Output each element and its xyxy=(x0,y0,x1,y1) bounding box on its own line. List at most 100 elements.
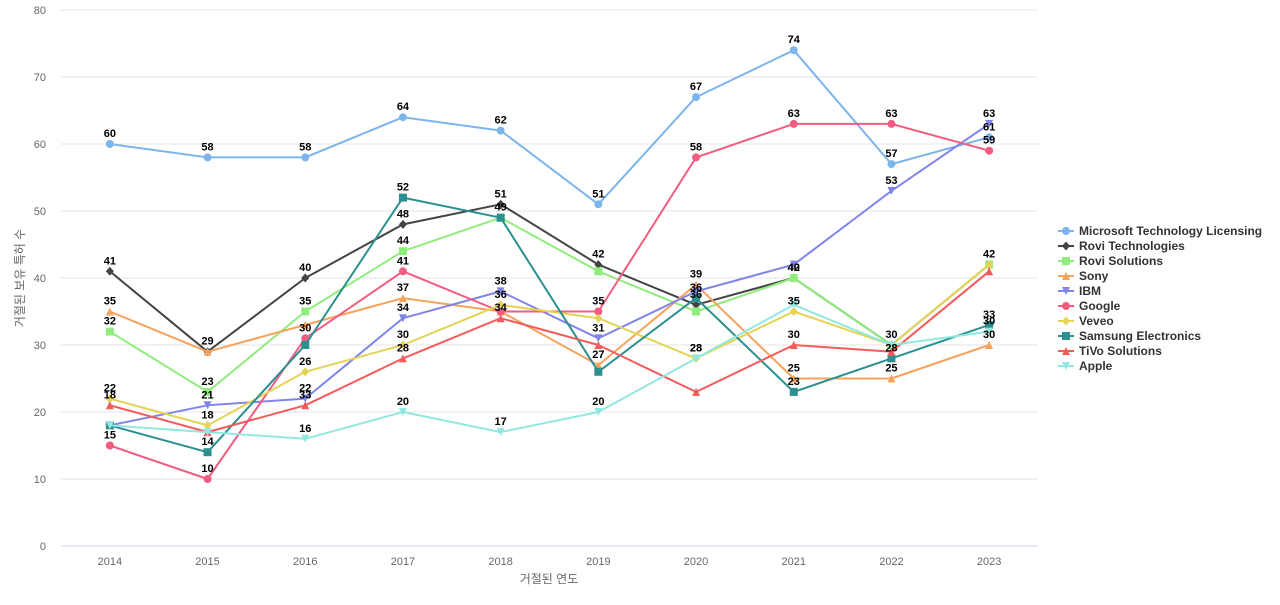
data-point xyxy=(203,428,212,437)
data-point xyxy=(594,367,603,376)
data-label: 20 xyxy=(592,396,604,408)
data-point xyxy=(692,387,701,396)
data-point xyxy=(594,313,603,323)
data-point xyxy=(301,434,310,443)
data-point xyxy=(301,394,310,403)
series-tivo-solutions xyxy=(105,267,994,437)
data-point xyxy=(301,153,310,162)
data-point xyxy=(301,341,310,349)
series-line xyxy=(109,49,990,206)
legend-marker xyxy=(1062,332,1070,340)
y-tick-label: 20 xyxy=(34,407,46,419)
legend-label: Rovi Technologies xyxy=(1079,239,1185,253)
series-line xyxy=(109,283,990,380)
data-label: 35 xyxy=(104,296,116,308)
data-point xyxy=(398,113,407,122)
data-label: 30 xyxy=(788,329,800,341)
data-label: 58 xyxy=(201,141,213,153)
data-point xyxy=(789,300,798,309)
data-point xyxy=(985,327,994,336)
data-label: 41 xyxy=(397,255,409,267)
data-label: 36 xyxy=(690,289,702,301)
data-point xyxy=(105,140,114,148)
data-point xyxy=(105,307,114,316)
data-label: 34 xyxy=(397,302,410,314)
data-point xyxy=(105,401,114,410)
data-point xyxy=(301,401,310,410)
data-label: 51 xyxy=(495,188,507,200)
data-label: 37 xyxy=(397,282,409,294)
data-label: 18 xyxy=(201,409,213,421)
grid-layer xyxy=(61,9,1038,547)
data-label: 58 xyxy=(299,141,311,153)
data-label: 42 xyxy=(592,249,604,261)
data-label: 38 xyxy=(495,275,507,287)
legend-item-rovi-solutions[interactable]: Rovi Solutions xyxy=(1058,254,1163,268)
legend-marker xyxy=(1062,257,1070,265)
x-tick-label: 2015 xyxy=(195,556,219,568)
data-point xyxy=(496,307,505,316)
legend-label: Sony xyxy=(1079,269,1109,283)
data-point xyxy=(985,133,994,142)
data-point xyxy=(398,408,407,416)
data-label: 27 xyxy=(592,349,604,361)
data-point xyxy=(594,267,603,276)
data-point xyxy=(496,314,505,323)
series-line xyxy=(109,270,990,434)
legend-item-rovi-technologies[interactable]: Rovi Technologies xyxy=(1058,239,1185,253)
y-tick-label: 60 xyxy=(34,139,46,151)
y-tick-label: 80 xyxy=(34,5,46,17)
data-label: 53 xyxy=(885,175,897,187)
data-label: 28 xyxy=(885,342,897,354)
data-label: 20 xyxy=(397,396,409,408)
legend-item-apple[interactable]: Apple xyxy=(1058,359,1113,373)
series-layer xyxy=(105,46,994,483)
legend-item-veveo[interactable]: Veveo xyxy=(1058,314,1114,328)
data-point xyxy=(496,126,505,135)
legend-item-microsoft-technology-licensing[interactable]: Microsoft Technology Licensing xyxy=(1058,224,1262,238)
legend-item-samsung-electronics[interactable]: Samsung Electronics xyxy=(1058,329,1201,343)
data-label: 17 xyxy=(495,416,507,428)
legend-item-sony[interactable]: Sony xyxy=(1058,269,1109,283)
data-label: 64 xyxy=(397,101,410,113)
data-point xyxy=(398,294,407,303)
data-point xyxy=(105,421,114,430)
data-point xyxy=(692,307,701,316)
legend-item-tivo-solutions[interactable]: TiVo Solutions xyxy=(1058,344,1162,358)
data-label: 48 xyxy=(397,208,409,220)
data-point xyxy=(692,300,701,310)
data-point xyxy=(789,307,798,316)
data-point xyxy=(496,213,505,222)
data-point xyxy=(203,448,212,457)
data-point xyxy=(105,394,114,404)
legend-item-google[interactable]: Google xyxy=(1058,299,1121,313)
series-line xyxy=(109,303,990,440)
data-label: 34 xyxy=(495,302,508,314)
data-point xyxy=(985,320,994,329)
series-line xyxy=(109,123,990,427)
legend-label: IBM xyxy=(1079,284,1101,298)
x-tick-label: 2016 xyxy=(293,556,317,568)
data-label: 30 xyxy=(983,316,995,328)
data-labels-layer: 60 58 58 64 62 51 67 74 57 61 41 29 40 48 51 42 36 42 42 32… xyxy=(104,34,996,475)
data-label: 59 xyxy=(983,135,995,147)
x-tick-label: 2019 xyxy=(586,556,610,568)
data-point xyxy=(789,341,798,349)
data-label: 29 xyxy=(201,336,213,348)
data-label: 35 xyxy=(592,296,604,308)
data-point xyxy=(594,341,603,349)
legend-item-ibm[interactable]: IBM xyxy=(1058,284,1101,298)
data-point xyxy=(887,341,896,349)
data-point xyxy=(789,46,798,55)
data-point xyxy=(203,475,212,483)
data-point xyxy=(105,266,114,276)
data-label: 23 xyxy=(788,376,800,388)
data-point xyxy=(496,428,505,437)
data-point xyxy=(692,354,701,363)
data-label: 28 xyxy=(690,342,702,354)
legend-marker xyxy=(1062,287,1070,295)
data-point xyxy=(203,420,212,430)
data-label: 30 xyxy=(885,329,897,341)
